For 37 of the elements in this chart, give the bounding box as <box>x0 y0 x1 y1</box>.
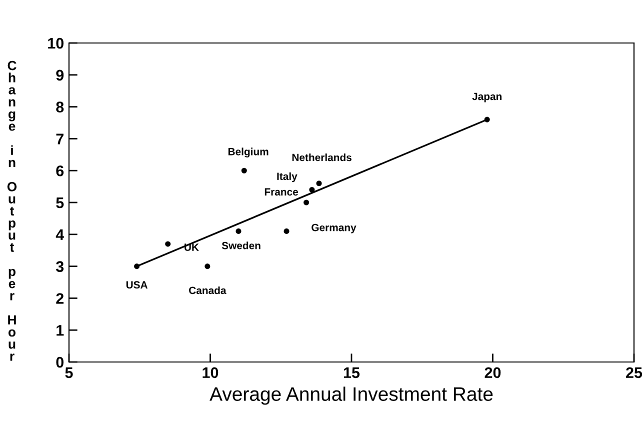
y-tick-label: 9 <box>56 70 64 81</box>
point <box>165 241 171 247</box>
point <box>134 264 140 270</box>
annotation: Germany <box>312 224 356 234</box>
y-tick-label: 8 <box>56 102 64 112</box>
annotation: USA <box>126 281 148 289</box>
y-tick-label: 5 <box>56 198 64 208</box>
annotation: Netherlands <box>292 154 352 162</box>
y-tick-label: 10 <box>48 38 64 49</box>
annotation: France <box>264 188 298 196</box>
point <box>309 186 315 193</box>
x-tick-label: 20 <box>484 367 501 378</box>
annotation: Canada <box>189 286 226 294</box>
annotation: Japan <box>472 92 502 102</box>
x-tick-label: 10 <box>202 367 218 378</box>
x-tick-label: 15 <box>344 367 360 378</box>
point <box>316 180 322 186</box>
annotation: Belgium <box>228 148 268 158</box>
point <box>204 264 210 270</box>
x-axis-title: Average Annual Investment Rate <box>210 386 493 405</box>
y-tick-label: 1 <box>56 325 64 336</box>
y-tick-label: 2 <box>56 293 64 304</box>
x-tick-label: 25 <box>626 367 642 378</box>
text: Change in Output per Hour <box>7 60 17 361</box>
point <box>236 228 242 234</box>
y-tick-label: 6 <box>56 165 64 176</box>
y-tick-label: 3 <box>56 261 64 272</box>
point <box>484 116 490 122</box>
annotation: Sweden <box>222 242 260 250</box>
y-tick-label: 0 <box>56 356 64 368</box>
y-tick-label: 4 <box>56 229 64 240</box>
x-tick-label: 5 <box>65 367 73 378</box>
y-tick-label: 7 <box>56 134 64 144</box>
point <box>241 168 247 174</box>
annotation: Italy <box>277 172 298 182</box>
point <box>304 200 310 206</box>
point <box>284 228 290 234</box>
